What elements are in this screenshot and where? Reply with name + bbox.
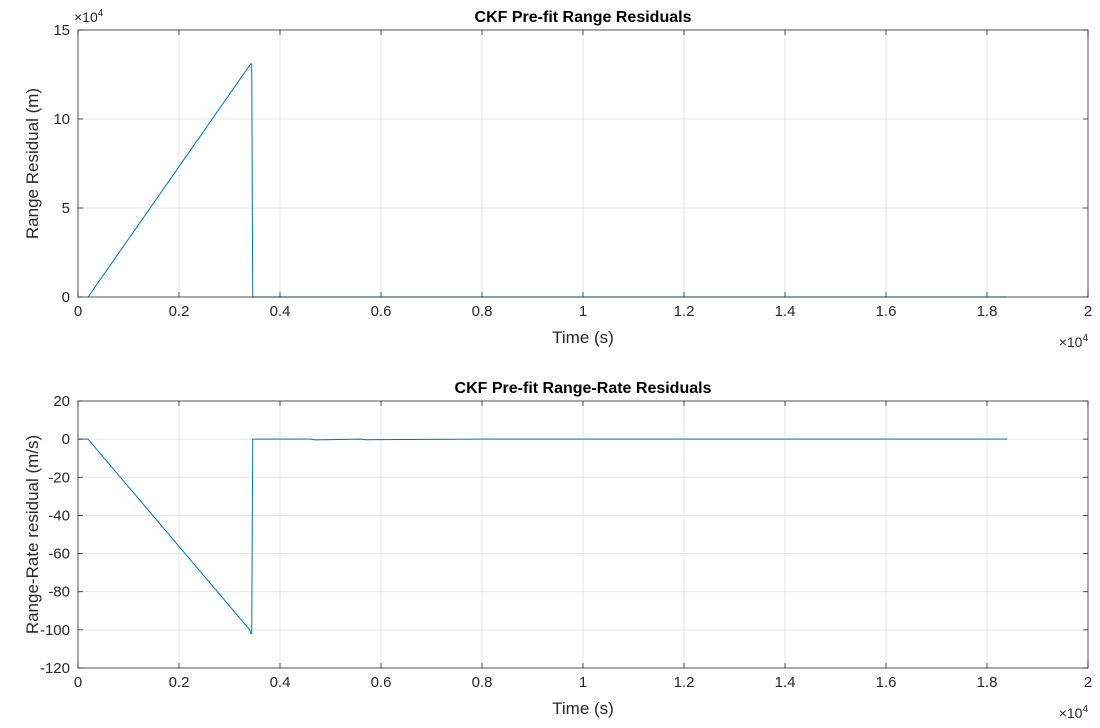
x-tick-label: 0 <box>74 674 82 691</box>
x-axis-exponent: ×104 <box>1059 333 1089 350</box>
x-tick-label: 0.8 <box>472 674 493 691</box>
y-tick-label: 10 <box>53 111 70 128</box>
x-axis-exponent: ×104 <box>1059 704 1089 721</box>
y-tick-label: -120 <box>40 660 70 677</box>
y-tick-label: -80 <box>48 584 70 601</box>
x-tick-label: 1.6 <box>876 303 897 320</box>
y-tick-label: -100 <box>40 622 70 639</box>
chart-range-residuals: 0 0.2 0.4 0.6 0.8 1 1.2 1.4 1.6 1.8 2 0 5 10 15 CKF Pre… <box>23 8 1092 350</box>
x-axis-label: Time (s) <box>552 699 614 718</box>
y-tick-label: 15 <box>53 22 70 39</box>
y-axis-exponent: ×104 <box>74 8 104 25</box>
x-tick-label: 0.2 <box>169 303 190 320</box>
x-tick-label: 0.4 <box>270 303 291 320</box>
x-axis-label: Time (s) <box>552 328 614 347</box>
y-tick-label: -20 <box>48 469 70 486</box>
x-tick-label: 1.2 <box>674 303 695 320</box>
y-tick-label: 0 <box>62 289 70 306</box>
x-tick-label: 1.8 <box>977 674 998 691</box>
x-tick-label: 1.8 <box>977 303 998 320</box>
y-axis-label: Range-Rate residual (m/s) <box>23 435 42 634</box>
chart-title: CKF Pre-fit Range Residuals <box>475 9 692 26</box>
x-tick-label: 0 <box>74 303 82 320</box>
y-tick-label: -40 <box>48 507 70 524</box>
series-line-0 <box>78 438 1008 635</box>
x-tick-label: 1 <box>579 303 587 320</box>
x-tick-label: 0.6 <box>371 303 392 320</box>
x-tick-label: 2 <box>1084 303 1092 320</box>
x-tick-label: 1.4 <box>775 674 796 691</box>
x-tick-label: 1 <box>579 674 587 691</box>
x-tick-label: 2 <box>1084 674 1092 691</box>
x-tick-label: 1.6 <box>876 674 897 691</box>
x-tick-label: 0.8 <box>472 303 493 320</box>
x-tick-label: 0.2 <box>169 674 190 691</box>
chart-title: CKF Pre-fit Range-Rate Residuals <box>455 380 712 397</box>
chart-range-rate-residuals: 0 0.2 0.4 0.6 0.8 1 1.2 1.4 1.6 1.8 2 -120 -100 -80 -6… <box>23 380 1092 721</box>
y-tick-label: 0 <box>62 431 70 448</box>
x-tick-label: 1.2 <box>674 674 695 691</box>
x-tick-label: 0.6 <box>371 674 392 691</box>
y-tick-label: 20 <box>53 393 70 410</box>
y-tick-label: -60 <box>48 546 70 563</box>
x-tick-label: 0.4 <box>270 674 291 691</box>
x-tick-label: 1.4 <box>775 303 796 320</box>
y-tick-label: 5 <box>62 200 70 217</box>
y-axis-label: Range Residual (m) <box>23 88 42 239</box>
